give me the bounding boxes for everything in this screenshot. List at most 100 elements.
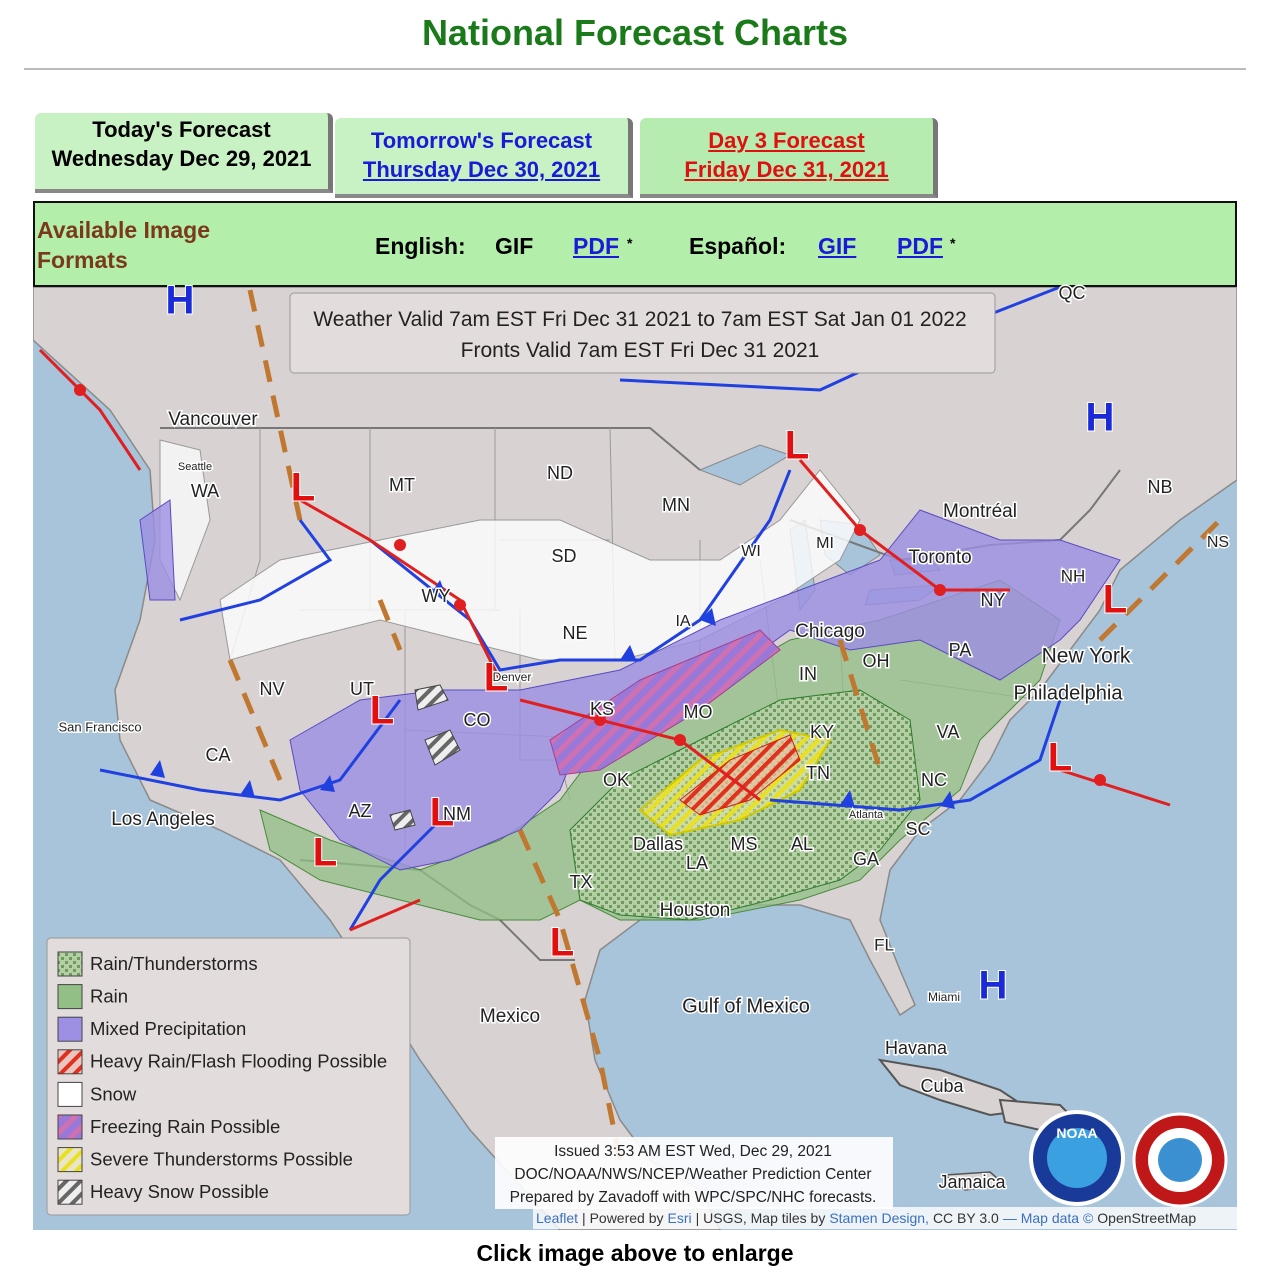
mixed-precip-area bbox=[289, 509, 1121, 871]
tab-date: Wednesday Dec 29, 2021 bbox=[51, 146, 312, 171]
page-title: National Forecast Charts bbox=[421, 12, 849, 53]
attribution[interactable]: Leaflet bbox=[536, 1210, 578, 1226]
tab-tomorrow[interactable]: Tomorrow's Forecast Thursday Dec 30, 202… bbox=[335, 118, 633, 198]
english-label: English: bbox=[375, 233, 466, 259]
pressure-center: H bbox=[1086, 396, 1115, 440]
legend-label: Rain/Thunderstorms bbox=[90, 953, 258, 974]
map-label: AZ bbox=[348, 801, 371, 821]
map-label: Montréal bbox=[943, 501, 1017, 522]
divider bbox=[24, 68, 1246, 70]
legend-swatch bbox=[57, 1147, 83, 1173]
legend-swatch bbox=[57, 1081, 83, 1107]
english-pdf[interactable]: PDF bbox=[573, 233, 619, 259]
valid-fronts: Fronts Valid 7am EST Fri Dec 31 2021 bbox=[461, 339, 820, 362]
spanish-pdf[interactable]: PDF bbox=[897, 233, 943, 259]
legend-label: Heavy Rain/Flash Flooding Possible bbox=[90, 1051, 387, 1072]
map-label: Los Angeles bbox=[111, 809, 215, 830]
map-label: Toronto bbox=[908, 547, 971, 568]
map-label: CA bbox=[205, 745, 230, 765]
map-label: AL bbox=[791, 834, 813, 854]
map-label: QC bbox=[1059, 283, 1086, 303]
noaa-logo-inner bbox=[1047, 1128, 1107, 1188]
tab-today: Today's Forecast Wednesday Dec 29, 2021 bbox=[35, 113, 333, 193]
map-label: Chicago bbox=[795, 621, 865, 642]
spanish-gif[interactable]: GIF bbox=[818, 233, 857, 259]
map-label: CO bbox=[464, 710, 491, 730]
pressure-center: L bbox=[550, 921, 574, 965]
pressure-center: L bbox=[1103, 578, 1127, 622]
legend-swatch bbox=[57, 1114, 83, 1140]
tab-date[interactable]: Friday Dec 31, 2021 bbox=[684, 157, 889, 182]
map-label: SC bbox=[905, 819, 930, 839]
pressure-center: L bbox=[785, 424, 809, 468]
pressure-center: H bbox=[166, 279, 195, 323]
map-label: Mexico bbox=[480, 1006, 540, 1027]
map-label: VA bbox=[937, 722, 960, 742]
tab-title: Today's Forecast bbox=[92, 117, 271, 142]
front-markers bbox=[150, 355, 955, 809]
map-label: TN bbox=[806, 763, 830, 783]
front-markers bbox=[74, 384, 1106, 786]
issued-box bbox=[495, 1137, 893, 1209]
legend-swatch bbox=[57, 951, 83, 977]
freezing-rain-area bbox=[549, 629, 781, 776]
tab-title[interactable]: Day 3 Forecast bbox=[708, 128, 865, 153]
mixed-precip-area bbox=[139, 499, 176, 601]
legend-label: Heavy Snow Possible bbox=[90, 1181, 269, 1202]
map-label: Gulf of Mexico bbox=[682, 995, 810, 1017]
pressure-center: L bbox=[1048, 736, 1072, 780]
legend-swatch bbox=[57, 984, 83, 1010]
enlarge-note: Click image above to enlarge bbox=[476, 1240, 794, 1266]
attribution: CC BY 3.0 bbox=[933, 1210, 999, 1226]
forecast-map[interactable]: Weather Valid 7am EST Fri Dec 31 2021 to… bbox=[0, 0, 1270, 1240]
tab-title[interactable]: Tomorrow's Forecast bbox=[370, 128, 593, 153]
map-label: NY bbox=[980, 590, 1005, 610]
attribution-bar bbox=[533, 1207, 1237, 1229]
map-label: Houston bbox=[660, 900, 731, 921]
tab-date[interactable]: Thursday Dec 30, 2021 bbox=[362, 157, 601, 182]
map-label: MS bbox=[731, 834, 758, 854]
map-label: PA bbox=[949, 640, 972, 660]
legend-label: Severe Thunderstorms Possible bbox=[90, 1148, 353, 1169]
map-label: Philadelphia bbox=[1014, 682, 1124, 704]
tab-day3[interactable]: Day 3 Forecast Friday Dec 31, 2021 bbox=[640, 118, 938, 198]
attribution: | Powered by bbox=[582, 1210, 663, 1226]
map-label: NE bbox=[562, 623, 587, 643]
map-label: IA bbox=[675, 613, 690, 630]
attribution[interactable]: Stamen Design, bbox=[829, 1210, 929, 1226]
map-label: Denver bbox=[493, 670, 532, 684]
attribution[interactable]: — Map data © bbox=[1003, 1210, 1094, 1226]
map-label: NM bbox=[443, 804, 471, 824]
attribution[interactable]: Esri bbox=[668, 1210, 692, 1226]
map-label: Seattle bbox=[178, 461, 212, 473]
map-label: Atlanta bbox=[849, 809, 884, 821]
legend-label: Freezing Rain Possible bbox=[90, 1116, 280, 1137]
map-label: NS bbox=[1207, 534, 1229, 551]
map-label: OH bbox=[863, 651, 890, 671]
format-bar: Available Image Formats English: GIF PDF… bbox=[33, 201, 1237, 287]
map-label: UT bbox=[350, 679, 374, 699]
valid-box bbox=[289, 292, 996, 374]
nws-logo-core bbox=[1158, 1138, 1202, 1182]
map-label: OK bbox=[603, 770, 629, 790]
snow-area bbox=[219, 469, 861, 661]
pressure-center: H bbox=[979, 964, 1008, 1008]
valid-weather: Weather Valid 7am EST Fri Dec 31 2021 to… bbox=[313, 308, 966, 331]
map-label: LA bbox=[686, 853, 708, 873]
note-mark: * bbox=[950, 235, 956, 251]
map-label: NV bbox=[259, 679, 284, 699]
map-canvas bbox=[33, 287, 1237, 1230]
english-gif[interactable]: GIF bbox=[495, 233, 534, 259]
map-label: WA bbox=[191, 481, 219, 501]
map-label: FL bbox=[874, 935, 894, 954]
legend-swatch bbox=[57, 1179, 83, 1205]
heavy-rain-area bbox=[679, 734, 801, 816]
issued-line: DOC/NOAA/NWS/NCEP/Weather Prediction Cen… bbox=[514, 1166, 871, 1183]
attribution: OpenStreetMap bbox=[1097, 1210, 1196, 1226]
map-label: GA bbox=[853, 849, 879, 869]
map-label: Cuba bbox=[920, 1076, 964, 1096]
legend-label: Mixed Precipitation bbox=[90, 1018, 246, 1039]
map-label: New York bbox=[1042, 645, 1131, 668]
map-label: MT bbox=[389, 475, 415, 495]
